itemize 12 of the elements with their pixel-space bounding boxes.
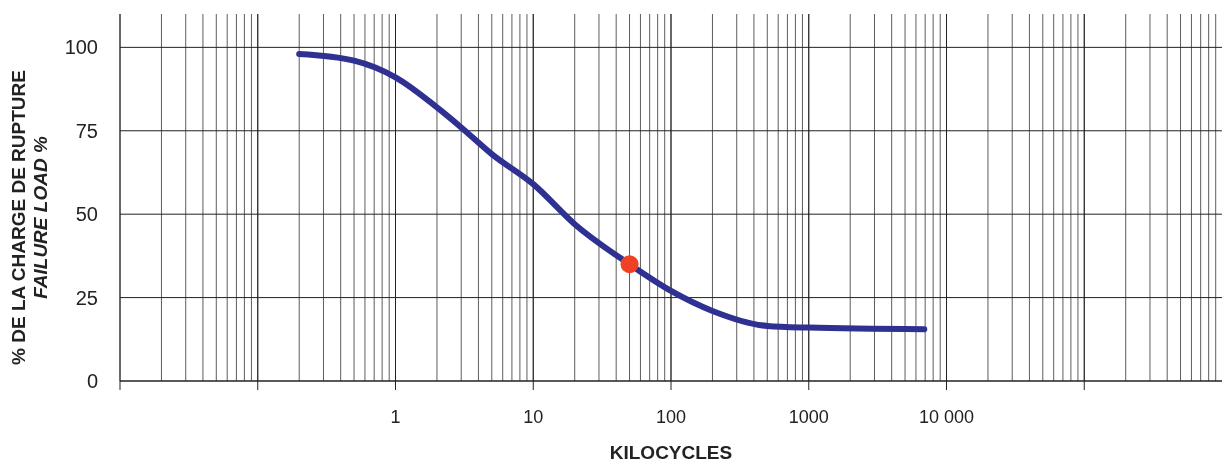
x-tick-label: 1 (390, 407, 401, 427)
y-tick-label: 50 (75, 203, 98, 226)
y-axis-title: % DE LA CHARGE DE RUPTURE FAILURE LOAD % (8, 70, 51, 365)
x-tick-label: 10 000 (918, 407, 975, 427)
y-tick-label: 75 (75, 119, 98, 142)
x-tick-label: 100 (655, 407, 687, 427)
x-tick-label: 10 (523, 407, 544, 427)
y-tick-label: 100 (64, 36, 98, 59)
x-axis-title: KILOCYCLES (609, 442, 733, 463)
y-tick-label: 25 (75, 286, 98, 309)
y-tick-label: 0 (86, 370, 98, 392)
x-tick-label: 1000 (788, 407, 829, 427)
